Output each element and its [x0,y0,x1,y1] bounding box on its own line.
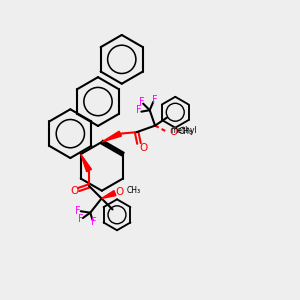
Text: F: F [78,214,84,224]
Text: O: O [70,186,78,196]
Text: O: O [139,142,147,153]
Text: F: F [136,105,142,115]
Text: F: F [152,95,158,105]
Text: F: F [139,97,144,107]
Text: F: F [75,206,81,216]
Text: CH₃: CH₃ [178,127,192,136]
Polygon shape [102,131,122,142]
Text: F: F [91,217,97,227]
Text: O: O [169,127,178,137]
Text: methyl: methyl [170,126,197,135]
Polygon shape [81,154,92,172]
Text: CH₃: CH₃ [127,186,141,195]
Text: O: O [116,187,124,197]
Polygon shape [101,190,116,198]
